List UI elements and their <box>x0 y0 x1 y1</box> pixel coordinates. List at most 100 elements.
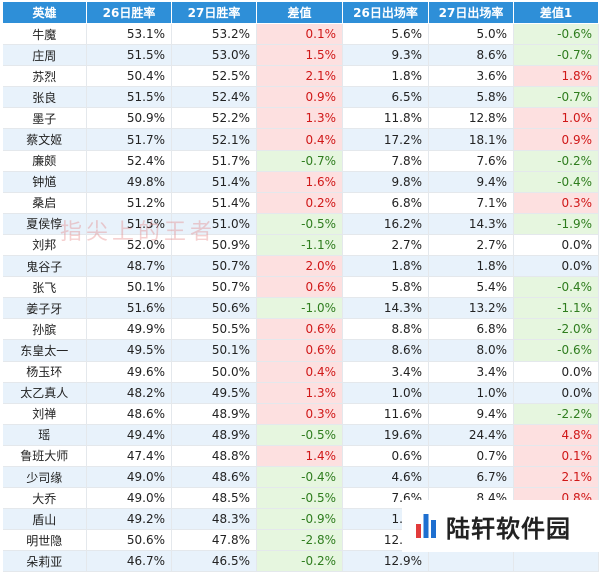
cell-col-pickrate-26: 1.8% <box>342 65 429 88</box>
cell-col-winrate-27: 52.5% <box>171 65 257 88</box>
cell-col-winrate-26: 50.4% <box>86 65 172 88</box>
cell-col-diff: 2.0% <box>256 255 343 278</box>
header-col-diff: 差值 <box>256 1 343 24</box>
cell-col-pickrate-27: 13.2% <box>428 297 514 320</box>
cell-col-winrate-26: 48.7% <box>86 255 172 278</box>
table-row: 鲁班大师 47.4% 48.8% 1.4% 0.6% 0.7% 0.1% <box>2 445 599 467</box>
table-row: 蔡文姬 51.7% 52.1% 0.4% 17.2% 18.1% 0.9% <box>2 128 599 151</box>
cell-col-diff1: 2.1% <box>513 466 599 489</box>
cell-col-winrate-26: 49.5% <box>86 339 172 362</box>
cell-col-winrate-27: 51.7% <box>171 150 257 172</box>
cell-col-winrate-27: 49.5% <box>171 382 257 404</box>
cell-col-winrate-27: 51.4% <box>171 192 257 214</box>
cell-col-diff: -0.4% <box>256 466 343 489</box>
cell-col-pickrate-27: 9.4% <box>428 403 514 425</box>
site-logo: 陆轩软件园 <box>402 500 600 552</box>
cell-col-pickrate-27: 5.0% <box>428 23 514 46</box>
cell-col-winrate-26: 47.4% <box>86 445 172 467</box>
cell-col-hero: 刘邦 <box>2 234 87 257</box>
cell-col-diff: 0.2% <box>256 192 343 214</box>
cell-col-winrate-26: 49.0% <box>86 487 172 510</box>
cell-col-winrate-27: 52.1% <box>171 128 257 151</box>
cell-col-diff: -0.2% <box>256 550 343 572</box>
cell-col-diff1: 0.0% <box>513 234 599 257</box>
table-row: 刘禅 48.6% 48.9% 0.3% 11.6% 9.4% -2.2% <box>2 403 599 425</box>
cell-col-hero: 孙膑 <box>2 318 87 341</box>
cell-col-hero: 庄周 <box>2 44 87 67</box>
table-row: 墨子 50.9% 52.2% 1.3% 11.8% 12.8% 1.0% <box>2 107 599 130</box>
cell-col-diff1: -1.1% <box>513 297 599 320</box>
cell-col-winrate-27: 50.9% <box>171 234 257 257</box>
table-row: 东皇太一 49.5% 50.1% 0.6% 8.6% 8.0% -0.6% <box>2 339 599 362</box>
cell-col-pickrate-27: 6.7% <box>428 466 514 489</box>
cell-col-pickrate-26: 17.2% <box>342 128 429 151</box>
cell-col-pickrate-27: 9.4% <box>428 171 514 193</box>
cell-col-pickrate-26: 12.9% <box>342 550 429 572</box>
cell-col-winrate-26: 49.2% <box>86 508 172 531</box>
cell-col-diff1: -1.9% <box>513 213 599 235</box>
table-row: 苏烈 50.4% 52.5% 2.1% 1.8% 3.6% 1.8% <box>2 65 599 88</box>
table-row: 太乙真人 48.2% 49.5% 1.3% 1.0% 1.0% 0.0% <box>2 382 599 404</box>
cell-col-hero: 廉颇 <box>2 150 87 172</box>
cell-col-winrate-27: 51.4% <box>171 171 257 193</box>
cell-col-pickrate-26: 6.8% <box>342 192 429 214</box>
cell-col-winrate-26: 49.9% <box>86 318 172 341</box>
cell-col-diff: 0.3% <box>256 403 343 425</box>
cell-col-winrate-27: 48.8% <box>171 445 257 467</box>
cell-col-diff: -0.5% <box>256 487 343 510</box>
cell-col-diff1: 1.8% <box>513 65 599 88</box>
cell-col-diff1: -0.2% <box>513 150 599 172</box>
cell-col-diff: 0.6% <box>256 318 343 341</box>
cell-col-pickrate-27: 5.4% <box>428 276 514 299</box>
cell-col-pickrate-26: 8.8% <box>342 318 429 341</box>
cell-col-pickrate-26: 3.4% <box>342 361 429 383</box>
cell-col-pickrate-26: 14.3% <box>342 297 429 320</box>
cell-col-pickrate-27: 0.7% <box>428 445 514 467</box>
cell-col-diff: 0.9% <box>256 86 343 109</box>
table-row: 杨玉环 49.6% 50.0% 0.4% 3.4% 3.4% 0.0% <box>2 361 599 383</box>
table-body: 牛魔 53.1% 53.2% 0.1% 5.6% 5.0% -0.6% 庄周 51.5% 53.0… <box>2 23 599 572</box>
cell-col-hero: 姜子牙 <box>2 297 87 320</box>
header-col-pickrate-26: 26日出场率 <box>342 1 429 24</box>
cell-col-winrate-26: 51.6% <box>86 297 172 320</box>
cell-col-pickrate-27: 8.6% <box>428 44 514 67</box>
cell-col-pickrate-26: 7.8% <box>342 150 429 172</box>
cell-col-hero: 鲁班大师 <box>2 445 87 467</box>
cell-col-diff1: 1.0% <box>513 107 599 130</box>
cell-col-pickrate-27: 7.1% <box>428 192 514 214</box>
cell-col-winrate-26: 51.5% <box>86 213 172 235</box>
cell-col-hero: 夏侯惇 <box>2 213 87 235</box>
cell-col-winrate-27: 47.8% <box>171 529 257 552</box>
cell-col-pickrate-27: 24.4% <box>428 424 514 446</box>
cell-col-winrate-27: 50.1% <box>171 339 257 362</box>
cell-col-diff: -0.7% <box>256 150 343 172</box>
cell-col-diff: -0.5% <box>256 213 343 235</box>
cell-col-winrate-26: 49.8% <box>86 171 172 193</box>
cell-col-pickrate-27: 1.8% <box>428 255 514 278</box>
cell-col-diff: -1.1% <box>256 234 343 257</box>
table-row: 夏侯惇 51.5% 51.0% -0.5% 16.2% 14.3% -1.9% <box>2 213 599 235</box>
cell-col-winrate-26: 52.0% <box>86 234 172 257</box>
cell-col-hero: 明世隐 <box>2 529 87 552</box>
table-row: 姜子牙 51.6% 50.6% -1.0% 14.3% 13.2% -1.1% <box>2 297 599 320</box>
table-row: 刘邦 52.0% 50.9% -1.1% 2.7% 2.7% 0.0% <box>2 234 599 257</box>
cell-col-winrate-27: 50.7% <box>171 255 257 278</box>
cell-col-diff1: -0.6% <box>513 339 599 362</box>
cell-col-hero: 鬼谷子 <box>2 255 87 278</box>
cell-col-winrate-26: 46.7% <box>86 550 172 572</box>
cell-col-winrate-26: 50.9% <box>86 107 172 130</box>
cell-col-pickrate-27: 5.8% <box>428 86 514 109</box>
cell-col-hero: 少司缘 <box>2 466 87 489</box>
cell-col-pickrate-27: 14.3% <box>428 213 514 235</box>
cell-col-pickrate-26: 1.0% <box>342 382 429 404</box>
cell-col-diff: 1.6% <box>256 171 343 193</box>
table-row: 廉颇 52.4% 51.7% -0.7% 7.8% 7.6% -0.2% <box>2 150 599 172</box>
cell-col-winrate-26: 51.2% <box>86 192 172 214</box>
cell-col-pickrate-27: 1.0% <box>428 382 514 404</box>
cell-col-diff: -0.9% <box>256 508 343 531</box>
cell-col-winrate-27: 51.0% <box>171 213 257 235</box>
cell-col-pickrate-27: 8.0% <box>428 339 514 362</box>
table-row: 少司缘 49.0% 48.6% -0.4% 4.6% 6.7% 2.1% <box>2 466 599 489</box>
cell-col-winrate-27: 48.9% <box>171 403 257 425</box>
cell-col-pickrate-27: 3.4% <box>428 361 514 383</box>
